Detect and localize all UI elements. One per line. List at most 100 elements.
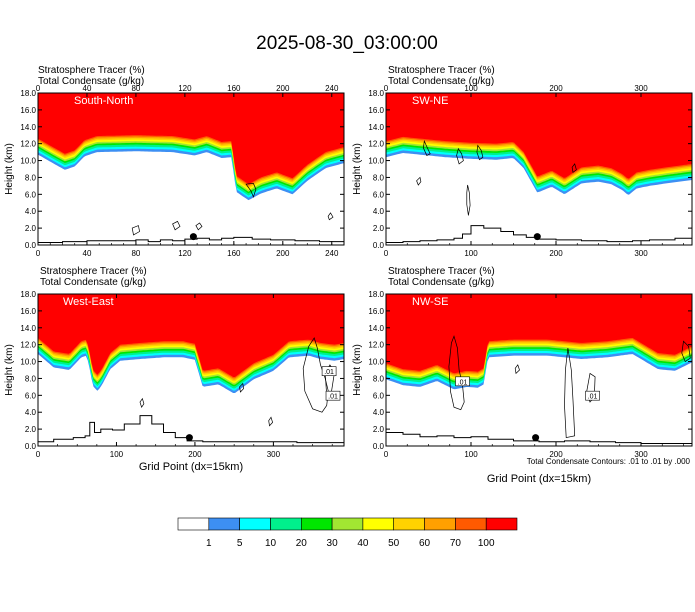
condensate-contour	[239, 382, 244, 393]
colorbar-label: 50	[388, 538, 400, 549]
condensate-contour	[564, 347, 576, 439]
colorbar-swatch	[300, 517, 333, 531]
colorbar-label: 60	[419, 538, 431, 549]
x-tick-label: 200	[549, 450, 563, 459]
y-tick-label: 14.0	[368, 123, 384, 132]
condensate-contour	[466, 184, 471, 216]
y-tick-label: 12.0	[20, 140, 36, 149]
x-tick-label-top: 80	[131, 84, 140, 93]
tracer-fill-level-10	[386, 294, 692, 374]
condensate-title: Total Condensate (g/kg)	[388, 277, 494, 288]
location-marker	[532, 434, 540, 442]
condensate-contour	[302, 337, 329, 413]
y-tick-label: 6.0	[373, 190, 385, 199]
section-label: West-East	[63, 296, 114, 308]
y-axis-title: Height (km)	[4, 143, 15, 195]
tracer-fill-level-10	[38, 93, 344, 185]
y-tick-label: 8.0	[373, 374, 385, 383]
condensate-contour	[131, 225, 140, 236]
contour-label: .01	[588, 394, 598, 401]
x-tick-label: 160	[227, 249, 241, 258]
y-tick-label: 10.0	[20, 358, 36, 367]
colorbar-swatch	[208, 517, 240, 531]
condensate-title: Total Condensate (g/kg)	[40, 277, 146, 288]
axis-ticks: 0 100 200 300 0.0 2.0 4.0 6.0 8.0 10.0 12.0 14.0 16.…	[20, 290, 344, 459]
section-label: South-North	[74, 95, 133, 107]
location-marker	[185, 434, 193, 442]
y-tick-label: 16.0	[20, 307, 36, 316]
y-tick-label: 18.0	[368, 290, 384, 299]
x-tick-label-top: 40	[83, 84, 92, 93]
x-tick-label-top: 120	[178, 84, 192, 93]
y-tick-label: 10.0	[20, 157, 36, 166]
condensate-contour	[195, 222, 203, 231]
x-tick-label: 120	[178, 249, 192, 258]
section-label: SW-NE	[412, 95, 448, 107]
plot-frame	[37, 92, 345, 246]
y-tick-label: 2.0	[373, 425, 385, 434]
y-tick-label: 12.0	[20, 341, 36, 350]
x-tick-label-top: 0	[384, 84, 389, 93]
colorbar-swatch	[455, 517, 487, 531]
x-tick-label: 0	[36, 450, 41, 459]
y-tick-label: 0.0	[25, 442, 37, 451]
contour-label: .01	[328, 394, 338, 401]
x-tick-label-top: 200	[276, 84, 290, 93]
colorbar: 1 5 10 20 30 40 50 60 70 100	[177, 517, 518, 549]
y-tick-label: 18.0	[368, 89, 384, 98]
terrain-line	[38, 236, 344, 243]
y-tick-label: 16.0	[368, 307, 384, 316]
y-tick-label: 10.0	[368, 157, 384, 166]
colorbar-label: 10	[265, 538, 277, 549]
tracer-fill-level-10	[386, 93, 692, 179]
tracer-fill-layer	[38, 93, 344, 201]
condensate-contour	[416, 176, 422, 186]
axis-ticks: 0 100 200 300 0.0 2.0 4.0 6.0 8.0 10.0 12.0 14.0 16.…	[368, 290, 692, 459]
x-tick-label: 300	[634, 450, 648, 459]
y-tick-label: 0.0	[373, 442, 385, 451]
tracer-title: Stratosphere Tracer (%)	[38, 65, 145, 76]
condensate-contour	[268, 416, 273, 427]
y-tick-label: 14.0	[368, 324, 384, 333]
y-tick-label: 18.0	[20, 89, 36, 98]
condensate-contour	[423, 139, 431, 156]
y-tick-label: 4.0	[373, 408, 385, 417]
y-tick-label: 18.0	[20, 290, 36, 299]
y-tick-label: 8.0	[25, 173, 37, 182]
y-axis-title: Height (km)	[4, 344, 15, 396]
panel-sw-ne: Stratosphere Tracer (%) Total Condensate…	[352, 65, 693, 258]
y-tick-label: 4.0	[373, 207, 385, 216]
location-marker	[189, 233, 197, 241]
terrain-line	[38, 415, 344, 444]
plot-frame	[385, 92, 693, 246]
tracer-fill-layer	[386, 294, 692, 390]
contour-label-box	[321, 366, 337, 376]
colorbar-label: 30	[327, 538, 339, 549]
y-tick-label: 6.0	[373, 391, 385, 400]
x-tick-label-top: 0	[36, 84, 41, 93]
x-axis-title: Grid Point (dx=15km)	[139, 461, 243, 473]
y-axis-title: Height (km)	[352, 143, 363, 195]
condensate-contour	[139, 397, 145, 408]
contour-label-box	[585, 390, 600, 401]
condensate-title: Total Condensate (g/kg)	[38, 76, 144, 87]
x-tick-label: 100	[464, 450, 478, 459]
y-tick-label: 12.0	[368, 140, 384, 149]
y-tick-label: 12.0	[368, 341, 384, 350]
contour-label: .01	[324, 369, 334, 376]
panel-nw-se: Stratosphere Tracer (%) Total Condensate…	[352, 266, 693, 485]
x-tick-label: 0	[36, 249, 41, 258]
x-tick-label: 200	[188, 450, 202, 459]
x-tick-label-top: 100	[464, 84, 478, 93]
panel-south-north: Stratosphere Tracer (%) Total Condensate…	[4, 65, 345, 258]
terrain-line	[386, 432, 692, 444]
contour-label-box	[455, 376, 470, 387]
y-tick-label: 8.0	[373, 173, 385, 182]
y-tick-label: 4.0	[25, 207, 37, 216]
colorbar-swatch	[393, 517, 425, 531]
x-tick-label: 0	[384, 249, 389, 258]
colorbar-label: 70	[450, 538, 462, 549]
condensate-contour	[456, 147, 464, 165]
y-axis-title: Height (km)	[352, 344, 363, 396]
x-tick-label-top: 200	[549, 84, 563, 93]
